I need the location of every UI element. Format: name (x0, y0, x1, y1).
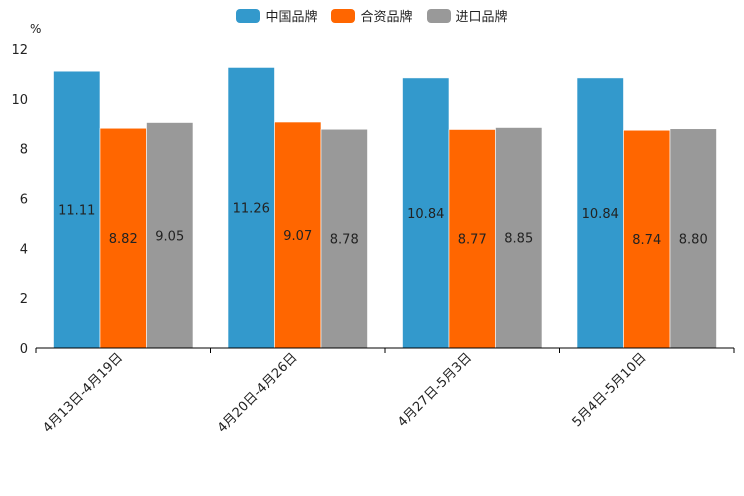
bar (495, 127, 543, 349)
bar-value-label: 9.05 (155, 229, 184, 244)
bar (146, 122, 194, 349)
legend-item-china-brand[interactable]: 中国品牌 (236, 6, 317, 25)
bar (320, 128, 368, 349)
x-tick-label: 4月27日-5月3日 (395, 350, 475, 430)
y-tick-label: 6 (20, 193, 28, 208)
x-tick-label: 4月13日-4月19日 (40, 350, 126, 436)
legend-swatch-joint-venture-brand (331, 8, 356, 23)
bar (274, 121, 322, 349)
bar-value-label: 10.84 (407, 207, 444, 222)
legend-item-joint-venture-brand[interactable]: 合资品牌 (331, 6, 413, 25)
bar (99, 127, 147, 349)
legend-swatch-china-brand (236, 8, 261, 23)
legend-item-imported-brand[interactable]: 进口品牌 (426, 6, 508, 25)
bar-value-label: 8.80 (679, 232, 708, 247)
bar-value-label: 8.74 (632, 233, 661, 248)
bar (402, 77, 450, 349)
y-tick-label: 4 (20, 242, 28, 257)
y-axis-unit-label: % (30, 22, 42, 36)
bar-value-label: 8.85 (504, 232, 533, 247)
bar-value-label: 10.84 (582, 207, 619, 222)
bar-value-label: 11.26 (233, 202, 270, 217)
bar (623, 129, 671, 349)
bar (576, 77, 624, 349)
bar (669, 128, 717, 349)
y-tick-label: 2 (20, 292, 28, 307)
bar-value-label: 9.07 (283, 229, 312, 244)
y-tick-label: 12 (11, 43, 28, 58)
legend: 中国品牌 合资品牌 进口品牌 (0, 6, 744, 25)
bar-value-label: 8.82 (109, 232, 138, 247)
bar-value-label: 11.11 (58, 204, 95, 219)
x-tick-label: 4月20日-4月26日 (215, 350, 301, 436)
x-tick-label: 5月4日-5月10日 (570, 350, 650, 430)
bar-value-label: 8.77 (458, 233, 487, 248)
legend-swatch-imported-brand (426, 8, 451, 23)
bar-value-label: 8.78 (330, 233, 359, 248)
legend-label-imported-brand: 进口品牌 (455, 10, 508, 25)
legend-label-joint-venture-brand: 合资品牌 (360, 10, 413, 25)
legend-label-china-brand: 中国品牌 (265, 10, 318, 25)
y-tick-label: 10 (11, 93, 28, 108)
y-tick-label: 8 (20, 143, 28, 158)
y-tick-label: 0 (20, 342, 28, 357)
bar (227, 67, 275, 349)
